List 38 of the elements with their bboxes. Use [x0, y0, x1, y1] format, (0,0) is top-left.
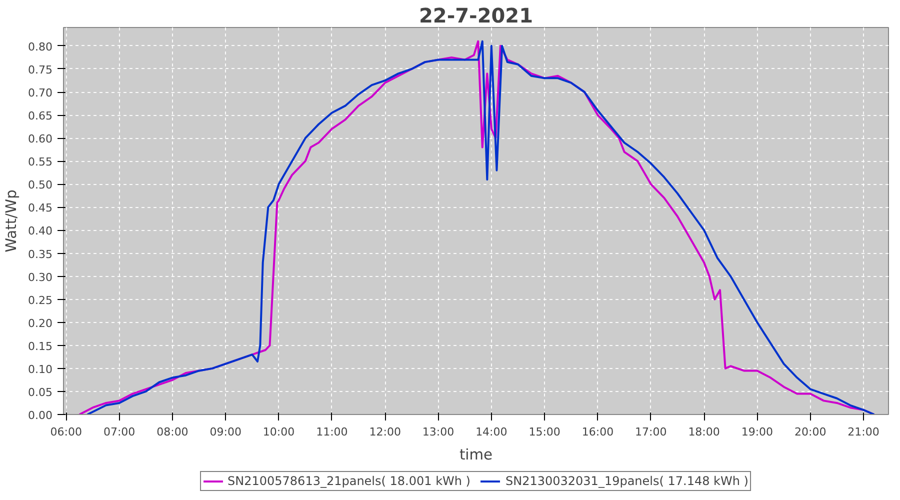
y-tick-label: 0.25 — [28, 294, 53, 307]
x-axis-title: time — [459, 446, 493, 464]
y-tick-label: 0.75 — [28, 63, 53, 76]
y-tick-label: 0.15 — [28, 340, 53, 353]
y-tick-label: 0.05 — [28, 386, 53, 399]
y-tick-label: 0.35 — [28, 248, 53, 261]
legend-label: SN2130032031_19panels( 17.148 kWh ) — [506, 474, 748, 488]
x-tick-label: 13:00 — [422, 426, 454, 438]
x-tick-label: 21:00 — [848, 426, 880, 438]
x-tick-label: 17:00 — [635, 426, 667, 438]
y-tick-label: 0.80 — [28, 40, 53, 54]
y-tick-label: 0.45 — [28, 202, 53, 215]
x-tick-label: 18:00 — [688, 426, 720, 438]
chart-title: 22-7-2021 — [418, 4, 534, 28]
x-tick-label: 16:00 — [582, 426, 614, 438]
y-tick-label: 0.20 — [28, 316, 53, 330]
y-tick-label: 0.50 — [28, 178, 53, 192]
x-tick-label: 12:00 — [369, 426, 401, 438]
x-tick-label: 11:00 — [316, 426, 348, 438]
y-tick-label: 0.70 — [28, 86, 53, 100]
x-tick-label: 14:00 — [476, 426, 508, 438]
y-tick-label: 0.30 — [28, 270, 53, 284]
x-tick-label: 06:00 — [50, 426, 82, 438]
y-tick-label: 0.65 — [28, 110, 53, 123]
x-tick-label: 09:00 — [210, 426, 242, 438]
y-tick-label: 0.00 — [28, 409, 53, 422]
x-tick-label: 07:00 — [103, 426, 136, 438]
y-tick-label: 0.10 — [28, 362, 53, 376]
legend-label: SN2100578613_21panels( 18.001 kWh ) — [228, 474, 470, 488]
y-tick-label: 0.40 — [28, 224, 53, 238]
y-axis-title: Watt/Wp — [3, 190, 20, 252]
x-tick-label: 19:00 — [741, 426, 774, 438]
y-tick-label: 0.55 — [28, 156, 53, 169]
x-tick-label: 08:00 — [156, 426, 188, 438]
y-tick-label: 0.60 — [28, 132, 53, 146]
x-tick-label: 10:00 — [262, 426, 295, 438]
x-tick-label: 15:00 — [528, 426, 560, 438]
x-tick-label: 20:00 — [794, 426, 826, 438]
